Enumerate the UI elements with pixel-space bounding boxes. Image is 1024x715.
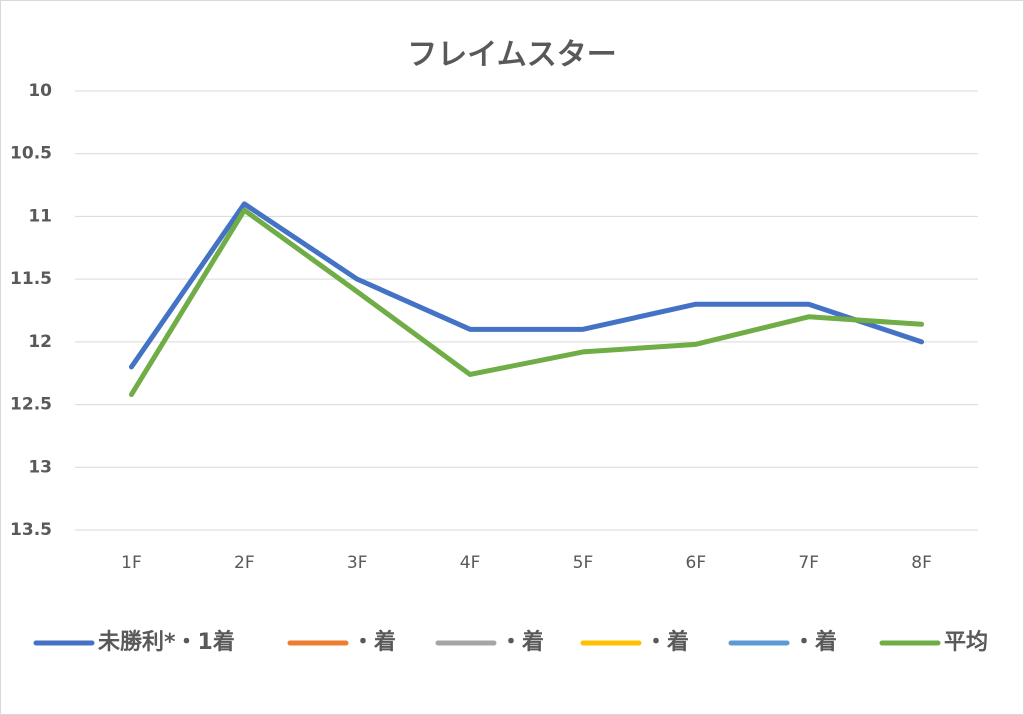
legend-label: 未勝利*・1着 (98, 629, 235, 655)
x-tick-label: 1F (121, 553, 142, 573)
y-tick-label: 12.5 (10, 395, 52, 415)
chart-title: フレイムスター (407, 38, 616, 73)
legend-label: 平均 (944, 629, 988, 655)
legend-label: ・着 (645, 629, 689, 655)
series-line (128, 201, 925, 370)
series-line (128, 207, 925, 398)
x-tick-label: 8F (911, 553, 932, 573)
legend-label: ・着 (500, 629, 544, 655)
x-tick-label: 6F (686, 553, 707, 573)
y-tick-label: 13.5 (10, 520, 52, 540)
y-tick-label: 10 (28, 81, 52, 101)
legend-label: ・着 (352, 629, 396, 655)
x-tick-label: 2F (234, 553, 255, 573)
x-tick-label: 4F (460, 553, 481, 573)
y-tick-label: 11.5 (10, 269, 52, 289)
y-tick-label: 10.5 (10, 144, 52, 164)
y-tick-label: 13 (28, 457, 52, 477)
y-tick-label: 11 (28, 206, 52, 226)
x-tick-label: 7F (798, 553, 819, 573)
legend-label: ・着 (793, 629, 837, 655)
x-tick-label: 5F (573, 553, 594, 573)
y-tick-label: 12 (28, 332, 52, 352)
x-tick-label: 3F (347, 553, 368, 573)
